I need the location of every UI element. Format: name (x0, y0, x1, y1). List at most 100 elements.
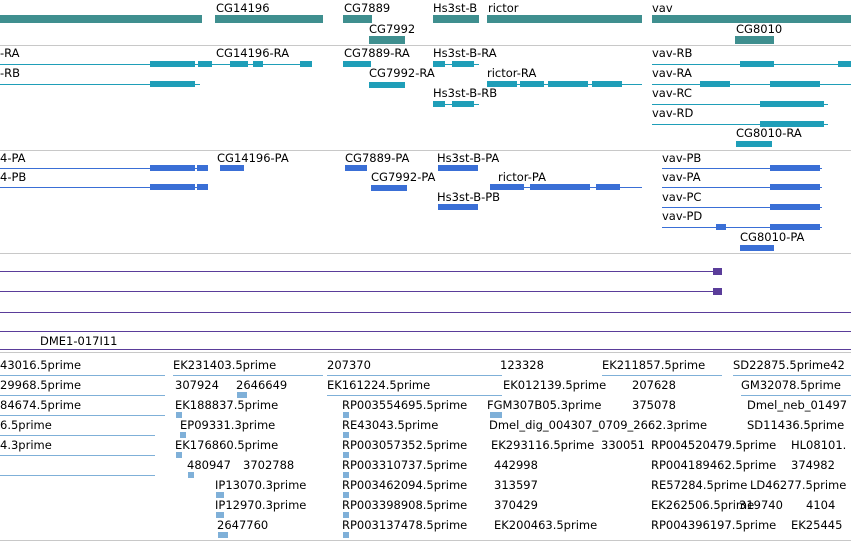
protein-block[interactable] (596, 184, 620, 190)
protein-label[interactable]: vav-PC (662, 190, 702, 204)
protein-label[interactable]: CG7889-PA (345, 151, 410, 165)
cdna-label[interactable]: HL08101. (791, 438, 847, 452)
cdna-block[interactable] (343, 452, 349, 458)
cdna-block[interactable] (176, 452, 182, 458)
exon[interactable] (300, 61, 312, 67)
cdna-label[interactable]: 4.3prime (0, 438, 52, 452)
gene-bar[interactable] (735, 36, 774, 44)
gene-label[interactable]: CG7889 (344, 1, 391, 15)
cdna-label[interactable]: 313597 (494, 478, 538, 492)
cdna-block[interactable] (188, 472, 194, 478)
cdna-label[interactable]: SD22875.5prime42 (733, 358, 845, 372)
exon[interactable] (230, 61, 248, 67)
cdna-block[interactable] (343, 472, 349, 478)
exon[interactable] (433, 61, 445, 67)
cdna-label[interactable]: 6.5prime (0, 418, 52, 432)
cdna-label[interactable]: 4104 (806, 498, 836, 512)
cdna-label[interactable]: EK176860.5prime (175, 438, 279, 452)
exon[interactable] (760, 121, 824, 127)
cdna-block[interactable] (343, 512, 349, 518)
protein-block[interactable] (530, 184, 590, 190)
cdna-block[interactable] (343, 432, 349, 438)
cdna-block[interactable] (343, 492, 349, 498)
protein-block[interactable] (770, 165, 820, 171)
clone-label[interactable]: DME1-017I11 (40, 334, 118, 348)
protein-block[interactable] (438, 204, 478, 210)
cdna-label[interactable]: RE57284.5prime (651, 478, 748, 492)
cdna-block[interactable] (343, 532, 349, 538)
cdna-label[interactable]: EK188837.5prime (175, 398, 279, 412)
clone-line[interactable] (0, 312, 851, 313)
cdna-label[interactable]: EK25445 (791, 518, 843, 532)
transcript-label[interactable]: CG7992-RA (369, 66, 435, 80)
exon[interactable] (343, 61, 371, 67)
clone-line[interactable] (0, 291, 722, 292)
protein-line[interactable] (0, 168, 208, 169)
clone-line[interactable] (0, 349, 851, 350)
cdna-label[interactable]: Dmel_neb_01497 (747, 398, 848, 412)
protein-line[interactable] (662, 187, 822, 188)
cdna-label[interactable]: FGM307B05.3prime (487, 398, 602, 412)
exon[interactable] (433, 101, 445, 107)
cdna-label[interactable]: EK293116.5prime (491, 438, 595, 452)
cdna-label[interactable]: IP13070.3prime (215, 478, 307, 492)
clone-end[interactable] (713, 288, 722, 295)
cdna-line[interactable] (602, 375, 722, 376)
exon[interactable] (838, 61, 851, 67)
cdna-label[interactable]: 29968.5prime (0, 378, 82, 392)
transcript-label[interactable]: vav-RD (652, 106, 694, 120)
protein-block[interactable] (197, 184, 208, 190)
exon[interactable] (487, 81, 517, 87)
protein-label[interactable]: Hs3st-B-PA (437, 151, 500, 165)
cdna-label[interactable]: EK012139.5prime (503, 378, 607, 392)
protein-block[interactable] (220, 165, 244, 171)
exon[interactable] (452, 61, 474, 67)
protein-block[interactable] (490, 184, 524, 190)
cdna-label[interactable]: EK211857.5prime (602, 358, 706, 372)
protein-line[interactable] (662, 168, 822, 169)
cdna-label[interactable]: EK231403.5prime (173, 358, 277, 372)
protein-label[interactable]: CG14196-PA (217, 151, 289, 165)
cdna-block[interactable] (218, 532, 228, 538)
protein-block[interactable] (740, 245, 774, 251)
protein-label[interactable]: vav-PB (662, 151, 702, 165)
transcript-line[interactable] (652, 104, 828, 105)
cdna-label[interactable]: 307924 (175, 378, 219, 392)
cdna-line[interactable] (0, 375, 165, 376)
cdna-line[interactable] (741, 395, 851, 396)
exon[interactable] (150, 81, 195, 87)
cdna-block[interactable] (180, 432, 186, 438)
cdna-label[interactable]: 2647760 (217, 518, 269, 532)
protein-block[interactable] (770, 184, 820, 190)
cdna-line[interactable] (173, 375, 323, 376)
protein-label[interactable]: CG8010-PA (740, 230, 805, 244)
gene-label[interactable]: CG7992 (369, 22, 416, 36)
cdna-label[interactable]: RP003554695.5prime (342, 398, 468, 412)
gene-label[interactable]: rictor (488, 1, 519, 15)
cdna-label[interactable]: RP004396197.5prime (651, 518, 777, 532)
cdna-label[interactable]: 480947 (187, 458, 231, 472)
cdna-block[interactable] (237, 392, 247, 398)
cdna-line[interactable] (327, 395, 502, 396)
transcript-label[interactable]: rictor-RA (487, 66, 537, 80)
protein-label[interactable]: CG7992-PA (371, 170, 436, 184)
cdna-block[interactable] (490, 412, 502, 418)
cdna-block[interactable] (176, 412, 182, 418)
protein-block[interactable] (770, 224, 820, 230)
protein-block[interactable] (345, 165, 367, 171)
cdna-label[interactable]: RP003310737.5prime (342, 458, 468, 472)
transcript-label[interactable]: vav-RB (652, 46, 693, 60)
gene-label[interactable]: vav (652, 1, 673, 15)
protein-block[interactable] (150, 165, 195, 171)
cdna-label[interactable]: RP003137478.5prime (342, 518, 468, 532)
cdna-line[interactable] (0, 455, 155, 456)
protein-block[interactable] (371, 185, 407, 191)
cdna-line[interactable] (0, 395, 165, 396)
exon[interactable] (150, 61, 195, 67)
cdna-line[interactable] (327, 375, 502, 376)
exon[interactable] (740, 61, 774, 67)
cdna-label[interactable]: 370429 (494, 498, 538, 512)
protein-label[interactable]: vav-PD (662, 209, 703, 223)
cdna-label[interactable]: 207370 (327, 358, 371, 372)
exon[interactable] (520, 81, 544, 87)
